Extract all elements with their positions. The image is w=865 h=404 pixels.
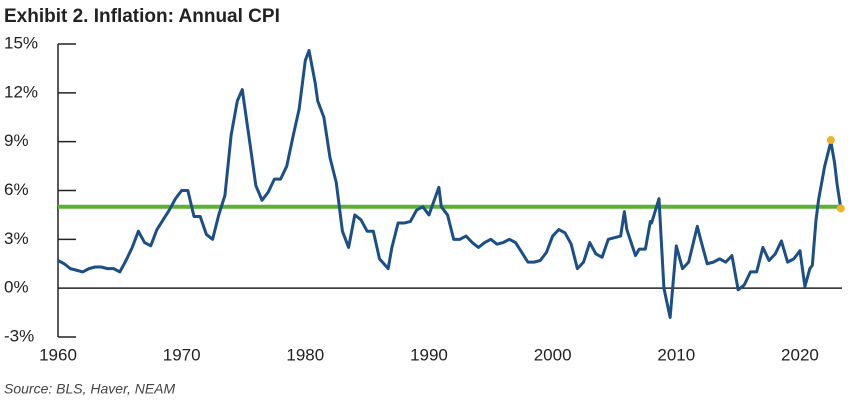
y-tick-label: 0% <box>4 278 29 297</box>
x-tick-label: 2010 <box>657 345 695 364</box>
highlight-point <box>826 136 835 145</box>
x-tick-label: 1990 <box>410 345 448 364</box>
y-tick-label: 3% <box>4 229 29 248</box>
y-tick-label: 15% <box>4 33 38 52</box>
cpi-line <box>57 49 843 319</box>
y-tick-label: 9% <box>4 131 29 150</box>
source-note: Source: BLS, Haver, NEAM <box>4 381 176 397</box>
x-tick-label: 2000 <box>534 345 572 364</box>
y-tick-label: 12% <box>4 82 38 101</box>
highlight-point <box>836 204 845 213</box>
x-tick-label: 1960 <box>39 345 77 364</box>
x-tick-label: 1970 <box>163 345 201 364</box>
y-tick-label: -3% <box>4 326 34 345</box>
x-tick-label: 2020 <box>781 345 819 364</box>
chart-title: Exhibit 2. Inflation: Annual CPI <box>4 6 280 27</box>
y-tick-label: 6% <box>4 180 29 199</box>
x-tick-label: 1980 <box>286 345 324 364</box>
